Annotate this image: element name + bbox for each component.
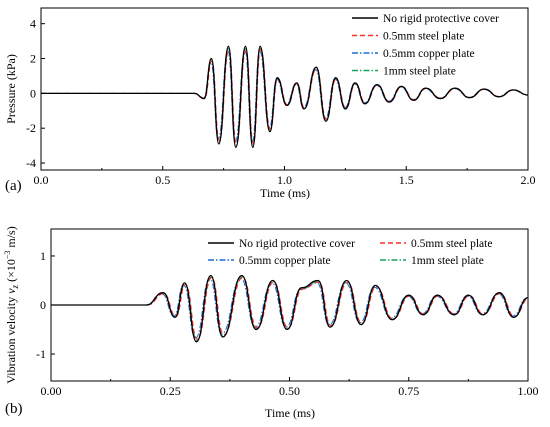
legend-label-0: No rigid protective cover [239, 238, 355, 250]
x-tick-label: 1.0 [277, 173, 292, 187]
y-axis-label-b: Vibration velocity vz (×10−3 m/s) [3, 226, 20, 383]
x-axis-label-b: Time (ms) [265, 406, 315, 420]
y-tick-label: -2 [26, 121, 36, 135]
x-tick-label: 0.25 [160, 384, 181, 398]
chart-vibration-velocity: 0.00 0.25 0.50 0.75 1.00 1 0 -1 Time (ms) Vibra… [3, 226, 539, 420]
ticks-b: 0.00 0.25 0.50 0.75 1.00 1 0 -1 [36, 249, 539, 398]
x-tick-label: 0.75 [398, 384, 419, 398]
legend-label-1: 0.5mm steel plate [383, 31, 464, 43]
x-tick-label: 0.50 [279, 384, 300, 398]
series-group-b [51, 274, 530, 343]
y-tick-label: 0 [30, 86, 36, 100]
x-axis-label-a: Time (ms) [260, 186, 310, 200]
panel-label-b: (b) [5, 401, 23, 417]
y-label-exp-b: −3 [3, 251, 12, 260]
series-line-1 [51, 277, 530, 340]
y-tick-label: 4 [30, 17, 36, 31]
y-label-main-b: Vibration velocity [4, 294, 18, 384]
x-tick-label: 1.00 [518, 384, 539, 398]
chart-pressure: 0.0 0.5 1.0 1.5 2.0 4 2 0 -2 -4 Time (ms) Pressur… [4, 7, 536, 200]
legend-label-3: 1mm steel plate [383, 66, 456, 78]
legend-a: No rigid protective cover 0.5mm steel pla… [352, 13, 499, 78]
series-line-1 [40, 49, 529, 145]
x-tick-label: 0.5 [155, 173, 170, 187]
panel-label-a: (a) [5, 178, 22, 194]
series-line-0 [51, 274, 529, 343]
y-tick-label: 0 [40, 298, 46, 312]
y-label-sub-b: z [10, 284, 20, 289]
x-tick-label: 0.0 [34, 173, 49, 187]
legend-label-1: 0.5mm steel plate [411, 238, 492, 250]
legend-b: No rigid protective cover 0.5mm steel pla… [208, 238, 492, 267]
series-line-0 [40, 45, 529, 149]
y-tick-label: 1 [40, 249, 46, 263]
y-label-var-b: v [4, 288, 18, 294]
series-group-a [40, 45, 529, 149]
ticks-a: 0.0 0.5 1.0 1.5 2.0 4 2 0 -2 -4 [26, 17, 536, 187]
y-tick-label: 2 [30, 52, 36, 66]
legend-label-3: 1mm steel plate [411, 255, 484, 267]
x-tick-label: 2.0 [521, 173, 536, 187]
y-label-unit-b: (×10 [4, 259, 18, 285]
x-tick-label: 0.00 [41, 384, 62, 398]
series-line-2 [51, 277, 528, 339]
series-line-3 [51, 276, 529, 341]
x-tick-label: 1.5 [399, 173, 414, 187]
legend-label-2: 0.5mm copper plate [239, 255, 331, 267]
y-tick-label: -4 [26, 156, 36, 170]
y-label-end-b: m/s) [4, 226, 18, 250]
series-line-3 [40, 47, 529, 146]
y-tick-label: -1 [36, 347, 46, 361]
legend-label-0: No rigid protective cover [383, 13, 499, 25]
y-axis-label-a: Pressure (kPa) [4, 54, 18, 124]
legend-label-2: 0.5mm copper plate [383, 48, 475, 60]
